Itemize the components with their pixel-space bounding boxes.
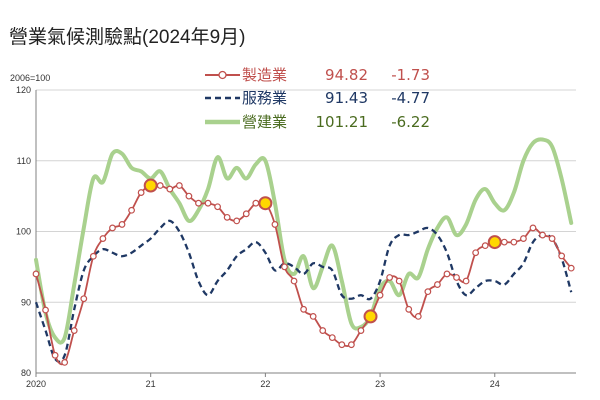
data-point [434,281,441,288]
data-point [548,235,556,242]
data-point [137,189,145,196]
legend-change-value: -4.77 [391,89,430,107]
data-point [510,238,518,246]
data-point [443,270,451,278]
data-point [32,270,40,278]
x-tick-label: 21 [146,379,156,389]
x-tick-label: 24 [490,379,500,389]
highlight-point [487,235,502,250]
y-tick-label: 100 [16,227,31,237]
data-point [175,182,183,189]
y-tick-label: 90 [21,297,31,307]
highlight-point [143,178,158,193]
data-point [156,182,164,189]
data-point [195,199,202,207]
data-point [558,252,566,260]
x-tick-label: 23 [375,379,385,389]
data-point [281,263,288,271]
data-point [520,235,527,242]
data-point [185,192,193,200]
data-point [89,252,97,260]
legend-series-name: 服務業 [242,89,287,107]
legend-change-value: -6.22 [391,113,430,131]
highlight-point [363,309,378,324]
data-point [376,291,384,299]
series-line-2 [34,137,574,345]
legend-latest-value: 101.21 [316,113,369,131]
legend: 製造業 94.82 -1.73 服務業 91.43 -4.77 營建業 101.21 -6.22 [205,66,430,131]
y-tick-label: 110 [17,156,31,166]
series-line-0 [35,183,573,366]
data-point [453,274,460,281]
data-point [242,210,250,218]
data-point [223,213,231,221]
legend-series-name: 營建業 [242,113,287,131]
data-point [395,277,403,285]
chart-title: 營業氣候測驗點(2024年9月) [9,27,246,48]
data-point [424,288,432,296]
data-point [271,221,279,228]
axes [35,90,576,374]
y-axis-unit-label: 2006=100 [10,73,50,83]
highlight-point [258,196,273,211]
data-point [128,206,135,214]
data-point [539,231,546,239]
data-point [309,313,317,320]
data-point [42,306,49,314]
legend-series-name: 製造業 [242,66,287,84]
data-point [290,277,298,285]
x-tick-label: 2020 [26,379,46,389]
legend-marker [218,70,227,80]
data-point [166,185,174,193]
series-line-1 [34,219,573,363]
data-point [51,351,59,359]
y-axis-ticks: 80 90 100 110 120 [16,85,31,378]
data-point [204,199,212,207]
x-tick-label: 22 [260,379,270,389]
data-point [118,221,126,228]
data-point [109,224,116,232]
data-point [386,274,394,281]
legend-change-value: -1.73 [391,66,430,84]
data-point [300,305,308,313]
legend-latest-value: 94.82 [325,66,368,84]
data-point [529,224,537,232]
data-point [347,341,355,349]
series-layer [32,137,575,366]
data-point [567,264,575,272]
data-point [328,334,336,342]
data-point [70,327,78,334]
legend-latest-value: 91.43 [325,89,368,107]
data-point [61,358,69,366]
y-tick-label: 80 [21,368,31,378]
data-point [481,242,489,250]
data-point [99,235,107,242]
data-point [472,249,480,257]
data-point [338,341,346,349]
data-point [233,217,241,225]
data-point [80,295,88,303]
data-point [252,199,260,207]
data-point [462,277,470,285]
data-point [214,203,221,211]
data-point [500,238,508,246]
y-tick-label: 120 [16,85,31,95]
data-point [357,327,365,334]
data-point [405,305,413,313]
data-point [319,327,327,334]
data-point [414,313,422,320]
x-axis-ticks: 2020 21 22 23 24 [26,373,500,389]
